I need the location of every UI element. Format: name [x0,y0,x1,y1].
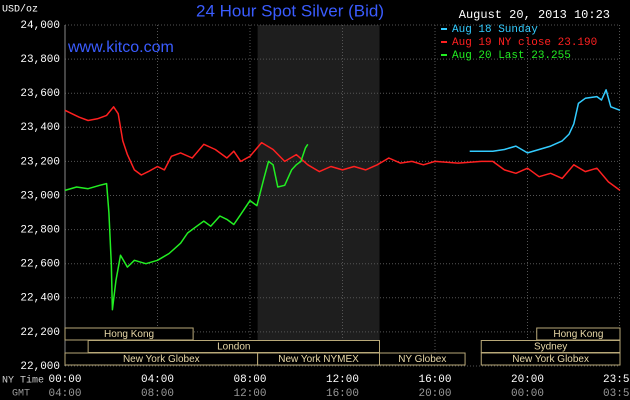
session-label: Hong Kong [553,329,603,340]
y-tick-label: 23,400 [20,122,60,134]
session-box [480,352,621,366]
session-label: Hong Kong [104,329,154,340]
session-label: London [217,342,250,353]
x2-tick-label: 20:00 [418,388,451,400]
x-tick-label: 12:00 [326,374,359,386]
x2-tick-label: 03:59 [603,388,630,400]
chart-date: August 20, 2013 10:23 [459,8,610,22]
x-tick-label: 00:00 [48,374,81,386]
y-tick-label: 22,000 [20,361,60,373]
y-tick-label: 24,000 [20,20,60,32]
session-label: Sydney [534,342,567,353]
x-tick-label: 23:59 [603,374,630,386]
session-label: New York NYMEX [278,354,359,365]
x2-tick-label: 00:00 [511,388,544,400]
x2-tick-label: 04:00 [48,388,81,400]
lines-layer [64,89,621,311]
x2-tick-label: 16:00 [326,388,359,400]
y-axis-label: USD/oz [2,4,38,16]
x2-axis-label: GMT [12,389,30,400]
y-tick-label: 23,800 [20,54,60,66]
price-line [64,106,621,192]
watermark: www.kitco.com [67,39,174,56]
y-tick-label: 22,200 [20,327,60,339]
x-tick-label: 20:00 [511,374,544,386]
y-tick-label: 22,400 [20,293,60,305]
x-tick-label: 04:00 [141,374,174,386]
chart-title: 24 Hour Spot Silver (Bid) [196,1,384,20]
legend-entry: Aug 18 Sunday [452,24,538,36]
grid-layer [64,24,621,367]
session-label: New York Globex [123,354,200,365]
x-axis-label: NY Time [2,375,44,387]
session-box [379,352,466,366]
x-tick-label: 16:00 [418,374,451,386]
x-tick-label: 08:00 [233,374,266,386]
y-tick-label: 23,000 [20,190,60,202]
price-line [469,89,621,154]
y-tick-label: 22,600 [20,259,60,271]
session-label: New York Globex [512,354,589,365]
legend-entry: Aug 19 NY close 23.190 [452,37,597,49]
x2-tick-label: 08:00 [141,388,174,400]
y-tick-label: 23,600 [20,88,60,100]
y-tick-label: 22,800 [20,225,60,237]
y-tick-label: 23,200 [20,156,60,168]
session-label: NY Globex [398,354,446,365]
x2-tick-label: 12:00 [233,388,266,400]
legend-entry: Aug 20 Last 23.255 [452,50,571,62]
price-line [64,143,309,311]
